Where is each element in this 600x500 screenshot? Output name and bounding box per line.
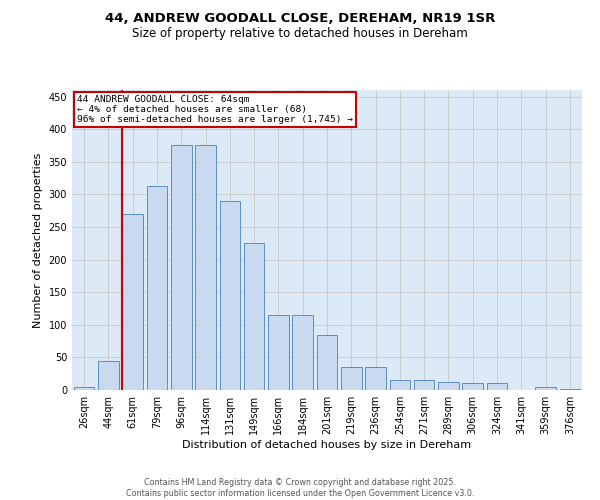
Y-axis label: Number of detached properties: Number of detached properties (33, 152, 43, 328)
Bar (414, 380, 434, 390)
Bar (268, 315, 289, 390)
Bar (560, 388, 580, 390)
Bar (535, 386, 556, 390)
Bar (487, 384, 508, 390)
Bar (292, 315, 313, 390)
Bar (365, 367, 386, 390)
X-axis label: Distribution of detached houses by size in Dereham: Distribution of detached houses by size … (182, 440, 472, 450)
Bar (389, 380, 410, 390)
Text: 44 ANDREW GOODALL CLOSE: 64sqm
← 4% of detached houses are smaller (68)
96% of s: 44 ANDREW GOODALL CLOSE: 64sqm ← 4% of d… (77, 94, 353, 124)
Bar (146, 186, 167, 390)
Text: 44, ANDREW GOODALL CLOSE, DEREHAM, NR19 1SR: 44, ANDREW GOODALL CLOSE, DEREHAM, NR19 … (105, 12, 495, 26)
Bar (220, 201, 240, 390)
Bar (98, 360, 119, 390)
Bar (171, 146, 191, 390)
Bar (122, 214, 143, 390)
Bar (463, 384, 483, 390)
Bar (195, 146, 216, 390)
Bar (244, 244, 265, 390)
Text: Size of property relative to detached houses in Dereham: Size of property relative to detached ho… (132, 28, 468, 40)
Text: Contains HM Land Registry data © Crown copyright and database right 2025.
Contai: Contains HM Land Registry data © Crown c… (126, 478, 474, 498)
Bar (438, 382, 459, 390)
Bar (341, 367, 362, 390)
Bar (74, 386, 94, 390)
Bar (317, 334, 337, 390)
